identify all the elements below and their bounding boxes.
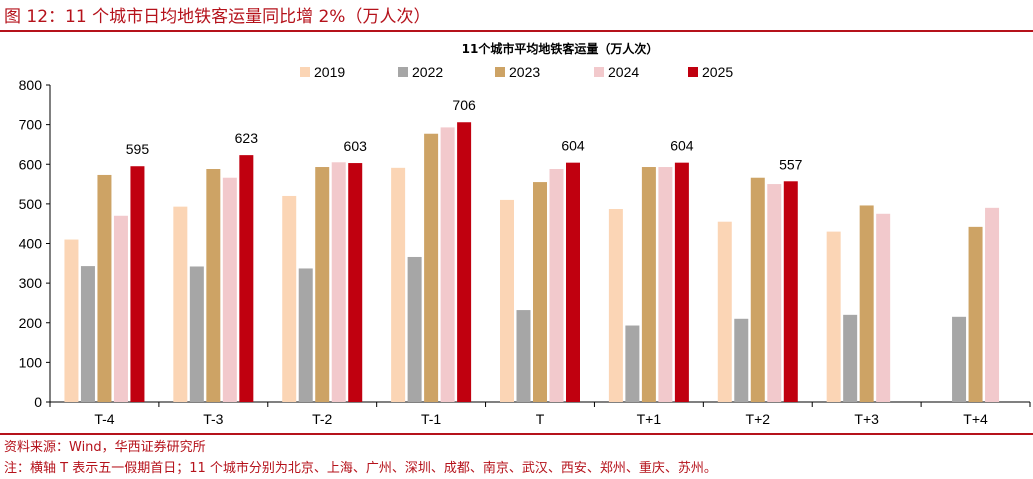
bar-2019-T-4 <box>64 239 79 402</box>
title-divider <box>0 30 1033 32</box>
bar-2022-T-2 <box>298 268 313 402</box>
bar-2025-T-2 <box>348 163 363 402</box>
data-label-2025: 557 <box>779 156 803 172</box>
x-tick-label: T-2 <box>312 411 332 427</box>
bar-2025-T+2 <box>783 181 798 402</box>
legend-label-2024: 2024 <box>608 64 639 80</box>
data-label-2025: 604 <box>561 138 585 154</box>
bar-2019-T-2 <box>282 195 297 402</box>
data-label-2025: 706 <box>452 97 476 113</box>
bar-2025-T <box>566 162 580 402</box>
bar-2022-T-3 <box>189 266 204 402</box>
bar-2023-T-4 <box>97 174 112 402</box>
bar-2019-T+3 <box>826 231 841 402</box>
bar-2019-T+2 <box>717 221 732 402</box>
legend-swatch-2022 <box>398 67 408 77</box>
legend-swatch-2019 <box>300 67 310 77</box>
y-tick-label: 100 <box>19 354 43 370</box>
bar-2019-T <box>500 199 514 402</box>
source-text: 资料来源：Wind，华西证券研究所 <box>4 440 206 455</box>
bar-2024-T-2 <box>331 162 346 402</box>
legend-swatch-2024 <box>594 67 604 77</box>
x-tick-label: T <box>536 411 545 427</box>
x-tick-label: T+2 <box>746 411 771 427</box>
bar-2023-T-2 <box>315 167 330 402</box>
bar-2025-T-4 <box>130 166 145 402</box>
bar-2023-T-1 <box>424 133 439 402</box>
y-tick-label: 400 <box>19 236 43 252</box>
y-tick-label: 500 <box>19 196 43 212</box>
bar-2025-T-1 <box>457 122 472 402</box>
figure-title: 图 12：11 个城市日均地铁客运量同比增 2%（万人次） <box>4 7 431 27</box>
legend-label-2023: 2023 <box>509 64 540 80</box>
bar-2019-T-1 <box>391 167 406 402</box>
bar-chart: 11个城市平均地铁客运量（万人次） 2019 2022 2023 2024 2025 0 10… <box>19 41 1031 427</box>
bar-2022-T+3 <box>843 314 858 402</box>
bar-2024-T+3 <box>876 213 891 402</box>
data-label-2025: 595 <box>126 141 150 157</box>
bar-2024-T-1 <box>440 127 455 403</box>
bar-2019-T-3 <box>173 206 188 402</box>
bar-2022-T <box>516 310 531 402</box>
y-tick-label: 300 <box>19 275 43 291</box>
bar-2024-T-4 <box>113 215 128 402</box>
bar-2022-T-4 <box>80 266 95 402</box>
bar-2024-T+2 <box>767 184 782 402</box>
legend-label-2025: 2025 <box>702 64 733 80</box>
data-label-2025: 603 <box>344 138 368 154</box>
bar-2019-T+1 <box>608 209 623 402</box>
x-tick-label: T+3 <box>854 411 879 427</box>
bar-2023-T+2 <box>750 177 765 402</box>
data-label-2025: 623 <box>235 130 259 146</box>
note-text: 注：横轴 T 表示五一假期首日；11 个城市分别为北京、上海、广州、深圳、成都、… <box>4 461 717 476</box>
bar-2024-T <box>549 169 564 402</box>
bar-2023-T-3 <box>206 169 221 402</box>
bar-2023-T+3 <box>859 205 874 402</box>
bar-2025-T+1 <box>674 162 689 402</box>
x-tick-label: T-3 <box>203 411 223 427</box>
bar-2024-T+4 <box>985 207 1000 402</box>
chart-title: 11个城市平均地铁客运量（万人次） <box>462 41 659 56</box>
y-tick-label: 200 <box>19 315 43 331</box>
bar-2023-T+4 <box>968 226 983 402</box>
y-tick-label: 800 <box>19 77 43 93</box>
bar-2022-T+1 <box>625 325 640 402</box>
x-tick-label: T-4 <box>94 411 114 427</box>
x-tick-label: T+4 <box>963 411 988 427</box>
x-tick-label: T-1 <box>421 411 441 427</box>
bar-2024-T+1 <box>658 167 673 402</box>
y-tick-label: 600 <box>19 156 43 172</box>
footer-divider <box>0 433 1033 435</box>
bar-2025-T-3 <box>239 155 254 402</box>
bar-2022-T-1 <box>407 256 422 402</box>
bar-2022-T+2 <box>734 318 749 402</box>
y-tick-label: 0 <box>34 394 42 410</box>
bar-2024-T-3 <box>222 177 237 402</box>
y-tick-label: 700 <box>19 117 43 133</box>
bar-2023-T <box>533 182 547 402</box>
legend-swatch-2023 <box>495 67 505 77</box>
data-label-2025: 604 <box>670 138 694 154</box>
bar-2023-T+1 <box>641 167 656 402</box>
bar-2022-T+4 <box>952 316 967 402</box>
legend-label-2019: 2019 <box>314 64 345 80</box>
x-tick-label: T+1 <box>637 411 662 427</box>
legend-swatch-2025 <box>688 67 698 77</box>
legend-label-2022: 2022 <box>412 64 443 80</box>
